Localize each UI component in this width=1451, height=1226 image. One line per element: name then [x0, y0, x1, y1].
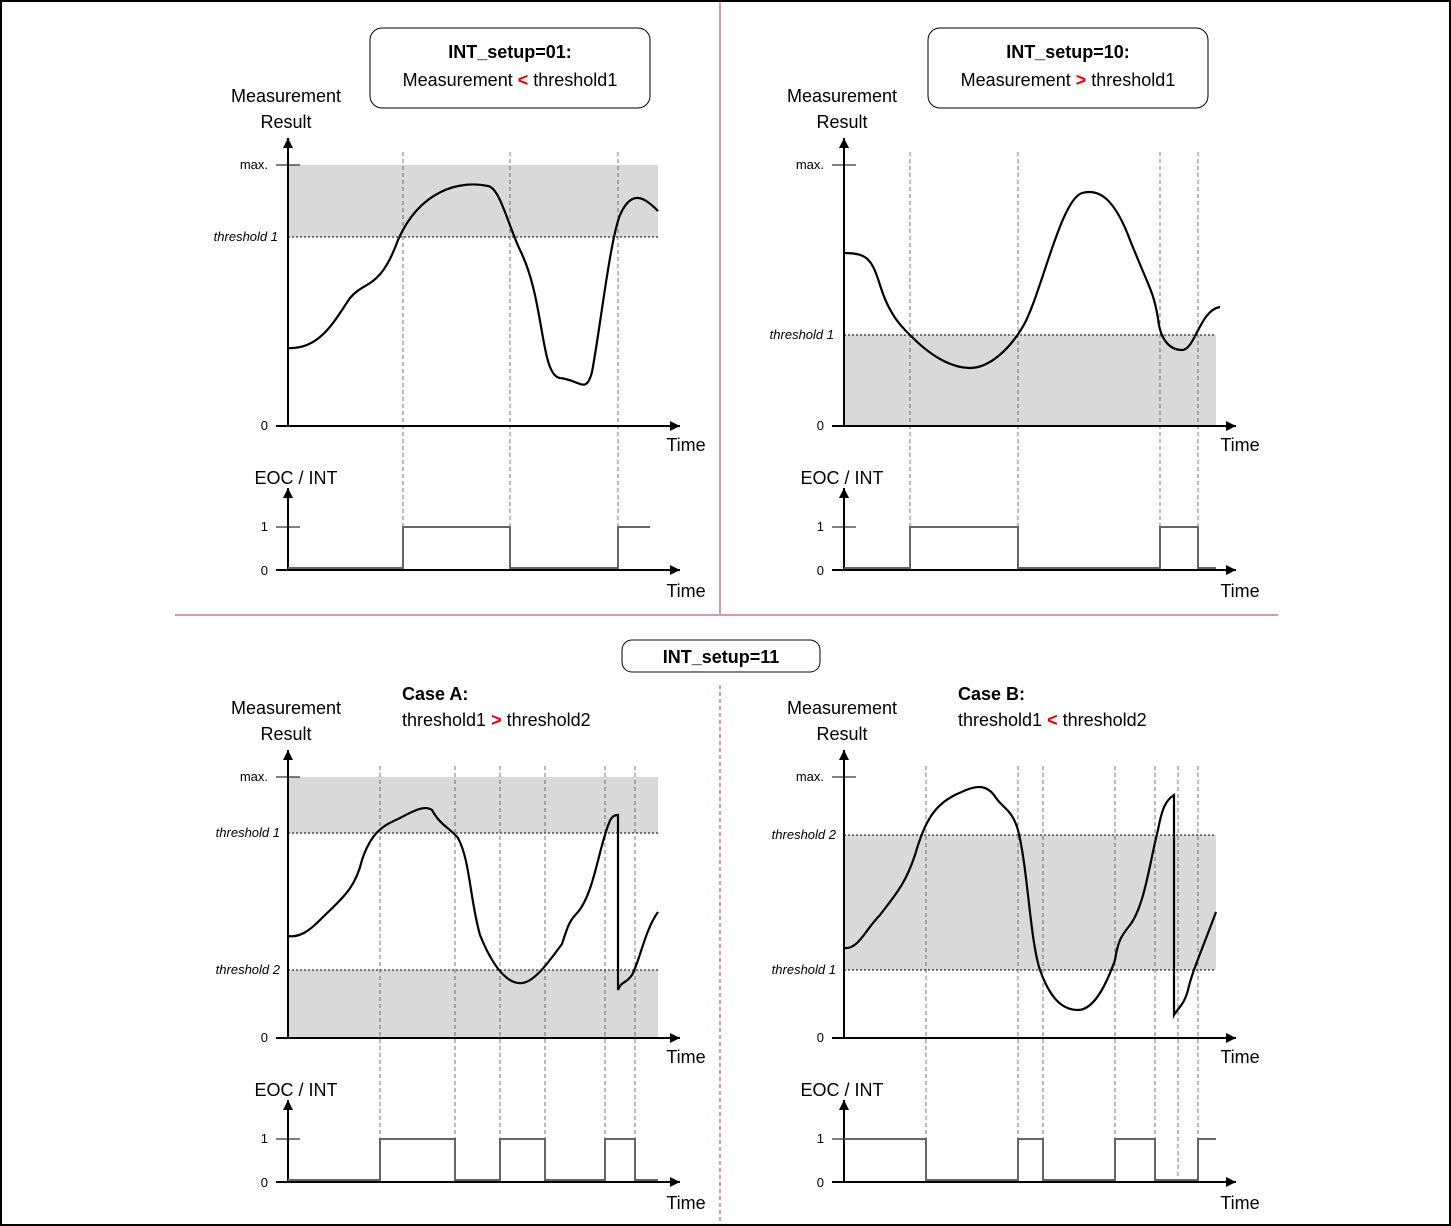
tick-zero-label: 0: [817, 418, 824, 433]
y-axis-label-2: Result: [260, 724, 311, 744]
threshold1-label: threshold 1: [772, 962, 836, 977]
eoc-zero-label: 0: [817, 563, 824, 578]
eoc-label: EOC / INT: [800, 468, 883, 488]
eoc-label: EOC / INT: [800, 1080, 883, 1100]
panel-int-setup-10: INT_setup=10: Measurement > threshold1 M…: [770, 27, 1260, 601]
condition-01: Measurement < threshold1: [403, 70, 618, 90]
measurement-curve: [843, 786, 1218, 1020]
tick-zero-label: 0: [261, 418, 268, 433]
interrupt-region-upper: [288, 777, 658, 833]
threshold1-label: threshold 1: [770, 327, 834, 342]
tick-one-label: 1: [817, 519, 824, 534]
title-box-11: [621, 639, 821, 673]
y-axis-label-2: Result: [816, 724, 867, 744]
eoc-signal: [288, 1138, 658, 1181]
eoc-time-label: Time: [1220, 581, 1259, 601]
measurement-curve: [287, 806, 659, 991]
panel-case-b: Case B: threshold1 < threshold2 Measurem…: [772, 684, 1260, 1213]
title-box-10: [927, 27, 1209, 109]
tick-zero-label: 0: [261, 1030, 268, 1045]
x-axis-label: Time: [1220, 1047, 1259, 1067]
tick-one-label: 1: [817, 1131, 824, 1146]
tick-one-label: 1: [261, 1131, 268, 1146]
case-a-title: Case A:: [402, 684, 468, 704]
y-axis-label: Measurement: [231, 86, 341, 106]
eoc-zero-label: 0: [817, 1175, 824, 1190]
eoc-label: EOC / INT: [254, 1080, 337, 1100]
tick-one-label: 1: [261, 519, 268, 534]
threshold1-label: threshold 1: [214, 229, 278, 244]
eoc-zero-label: 0: [261, 1175, 268, 1190]
tick-max-label: max.: [240, 769, 268, 784]
threshold1-label: threshold 1: [216, 825, 280, 840]
y-axis-label: Measurement: [787, 698, 897, 718]
eoc-time-label: Time: [1220, 1193, 1259, 1213]
y-axis-label: Measurement: [787, 86, 897, 106]
y-axis-label-2: Result: [260, 112, 311, 132]
x-axis-label: Time: [666, 435, 705, 455]
eoc-signal: [288, 526, 650, 569]
x-axis-label: Time: [1220, 435, 1259, 455]
title-11: INT_setup=11: [663, 647, 780, 667]
interrupt-region: [288, 165, 658, 237]
interrupt-region-lower: [288, 970, 658, 1038]
eoc-zero-label: 0: [261, 563, 268, 578]
title-10: INT_setup=10:: [1006, 42, 1130, 62]
interrupt-region: [844, 335, 1216, 426]
y-axis-label-2: Result: [816, 112, 867, 132]
tick-max-label: max.: [796, 769, 824, 784]
tick-max-label: max.: [796, 157, 824, 172]
eoc-label: EOC / INT: [254, 468, 337, 488]
eoc-signal: [844, 526, 1216, 569]
threshold2-label: threshold 2: [216, 962, 281, 977]
title-box-01: [369, 27, 651, 109]
title-01: INT_setup=01:: [448, 42, 572, 62]
threshold2-label: threshold 2: [772, 827, 837, 842]
tick-zero-label: 0: [817, 1030, 824, 1045]
eoc-time-label: Time: [666, 1193, 705, 1213]
measurement-curve: [287, 183, 659, 386]
measurement-curve: [843, 190, 1221, 370]
panel-int-setup-01: INT_setup=01: Measurement < threshold1 M…: [214, 27, 706, 601]
case-b-condition: threshold1 < threshold2: [958, 710, 1147, 730]
interrupt-region: [844, 835, 1216, 970]
case-a-condition: threshold1 > threshold2: [402, 710, 591, 730]
y-axis-label: Measurement: [231, 698, 341, 718]
tick-max-label: max.: [240, 157, 268, 172]
eoc-time-label: Time: [666, 581, 705, 601]
panel-case-a: Case A: threshold1 > threshold2 Measurem…: [216, 684, 706, 1213]
x-axis-label: Time: [666, 1047, 705, 1067]
condition-10: Measurement > threshold1: [961, 70, 1176, 90]
case-b-title: Case B:: [958, 684, 1025, 704]
eoc-signal: [844, 1138, 1216, 1181]
